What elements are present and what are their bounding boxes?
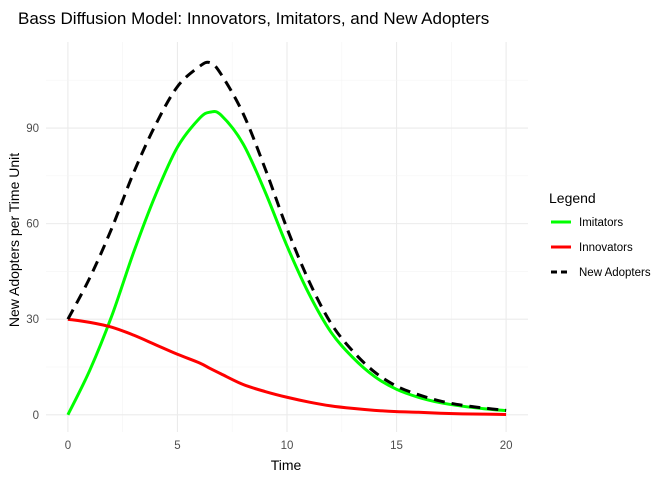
series-line-new-adopters [66,60,507,412]
y-tick-label: 0 [33,410,39,422]
y-tick-label: 60 [26,219,39,231]
legend-label-new-adopters: New Adopters [579,267,651,279]
legend: Legend Imitators Innovators New Adopters [549,190,651,279]
x-tick-label: 15 [390,440,403,452]
series-line-imitators [66,109,507,416]
x-tick-label: 0 [65,440,71,452]
y-axis-title: New Adopters per Time Unit [6,153,22,327]
y-tick-label: 90 [26,123,39,135]
x-tick-label: 20 [500,440,513,452]
axis-ticks: 0 5 10 15 20 0 30 60 90 [26,123,512,452]
y-tick-label: 30 [26,314,39,326]
legend-label-innovators: Innovators [579,242,633,254]
grid [46,42,528,432]
legend-label-imitators: Imitators [579,217,623,229]
series-line-innovators [67,317,507,416]
x-axis-title: Time [271,457,302,473]
chart-title: Bass Diffusion Model: Innovators, Imitat… [18,9,489,28]
x-tick-label: 10 [281,440,294,452]
legend-title: Legend [549,190,596,206]
series-lines [66,60,507,416]
x-tick-label: 5 [174,440,180,452]
